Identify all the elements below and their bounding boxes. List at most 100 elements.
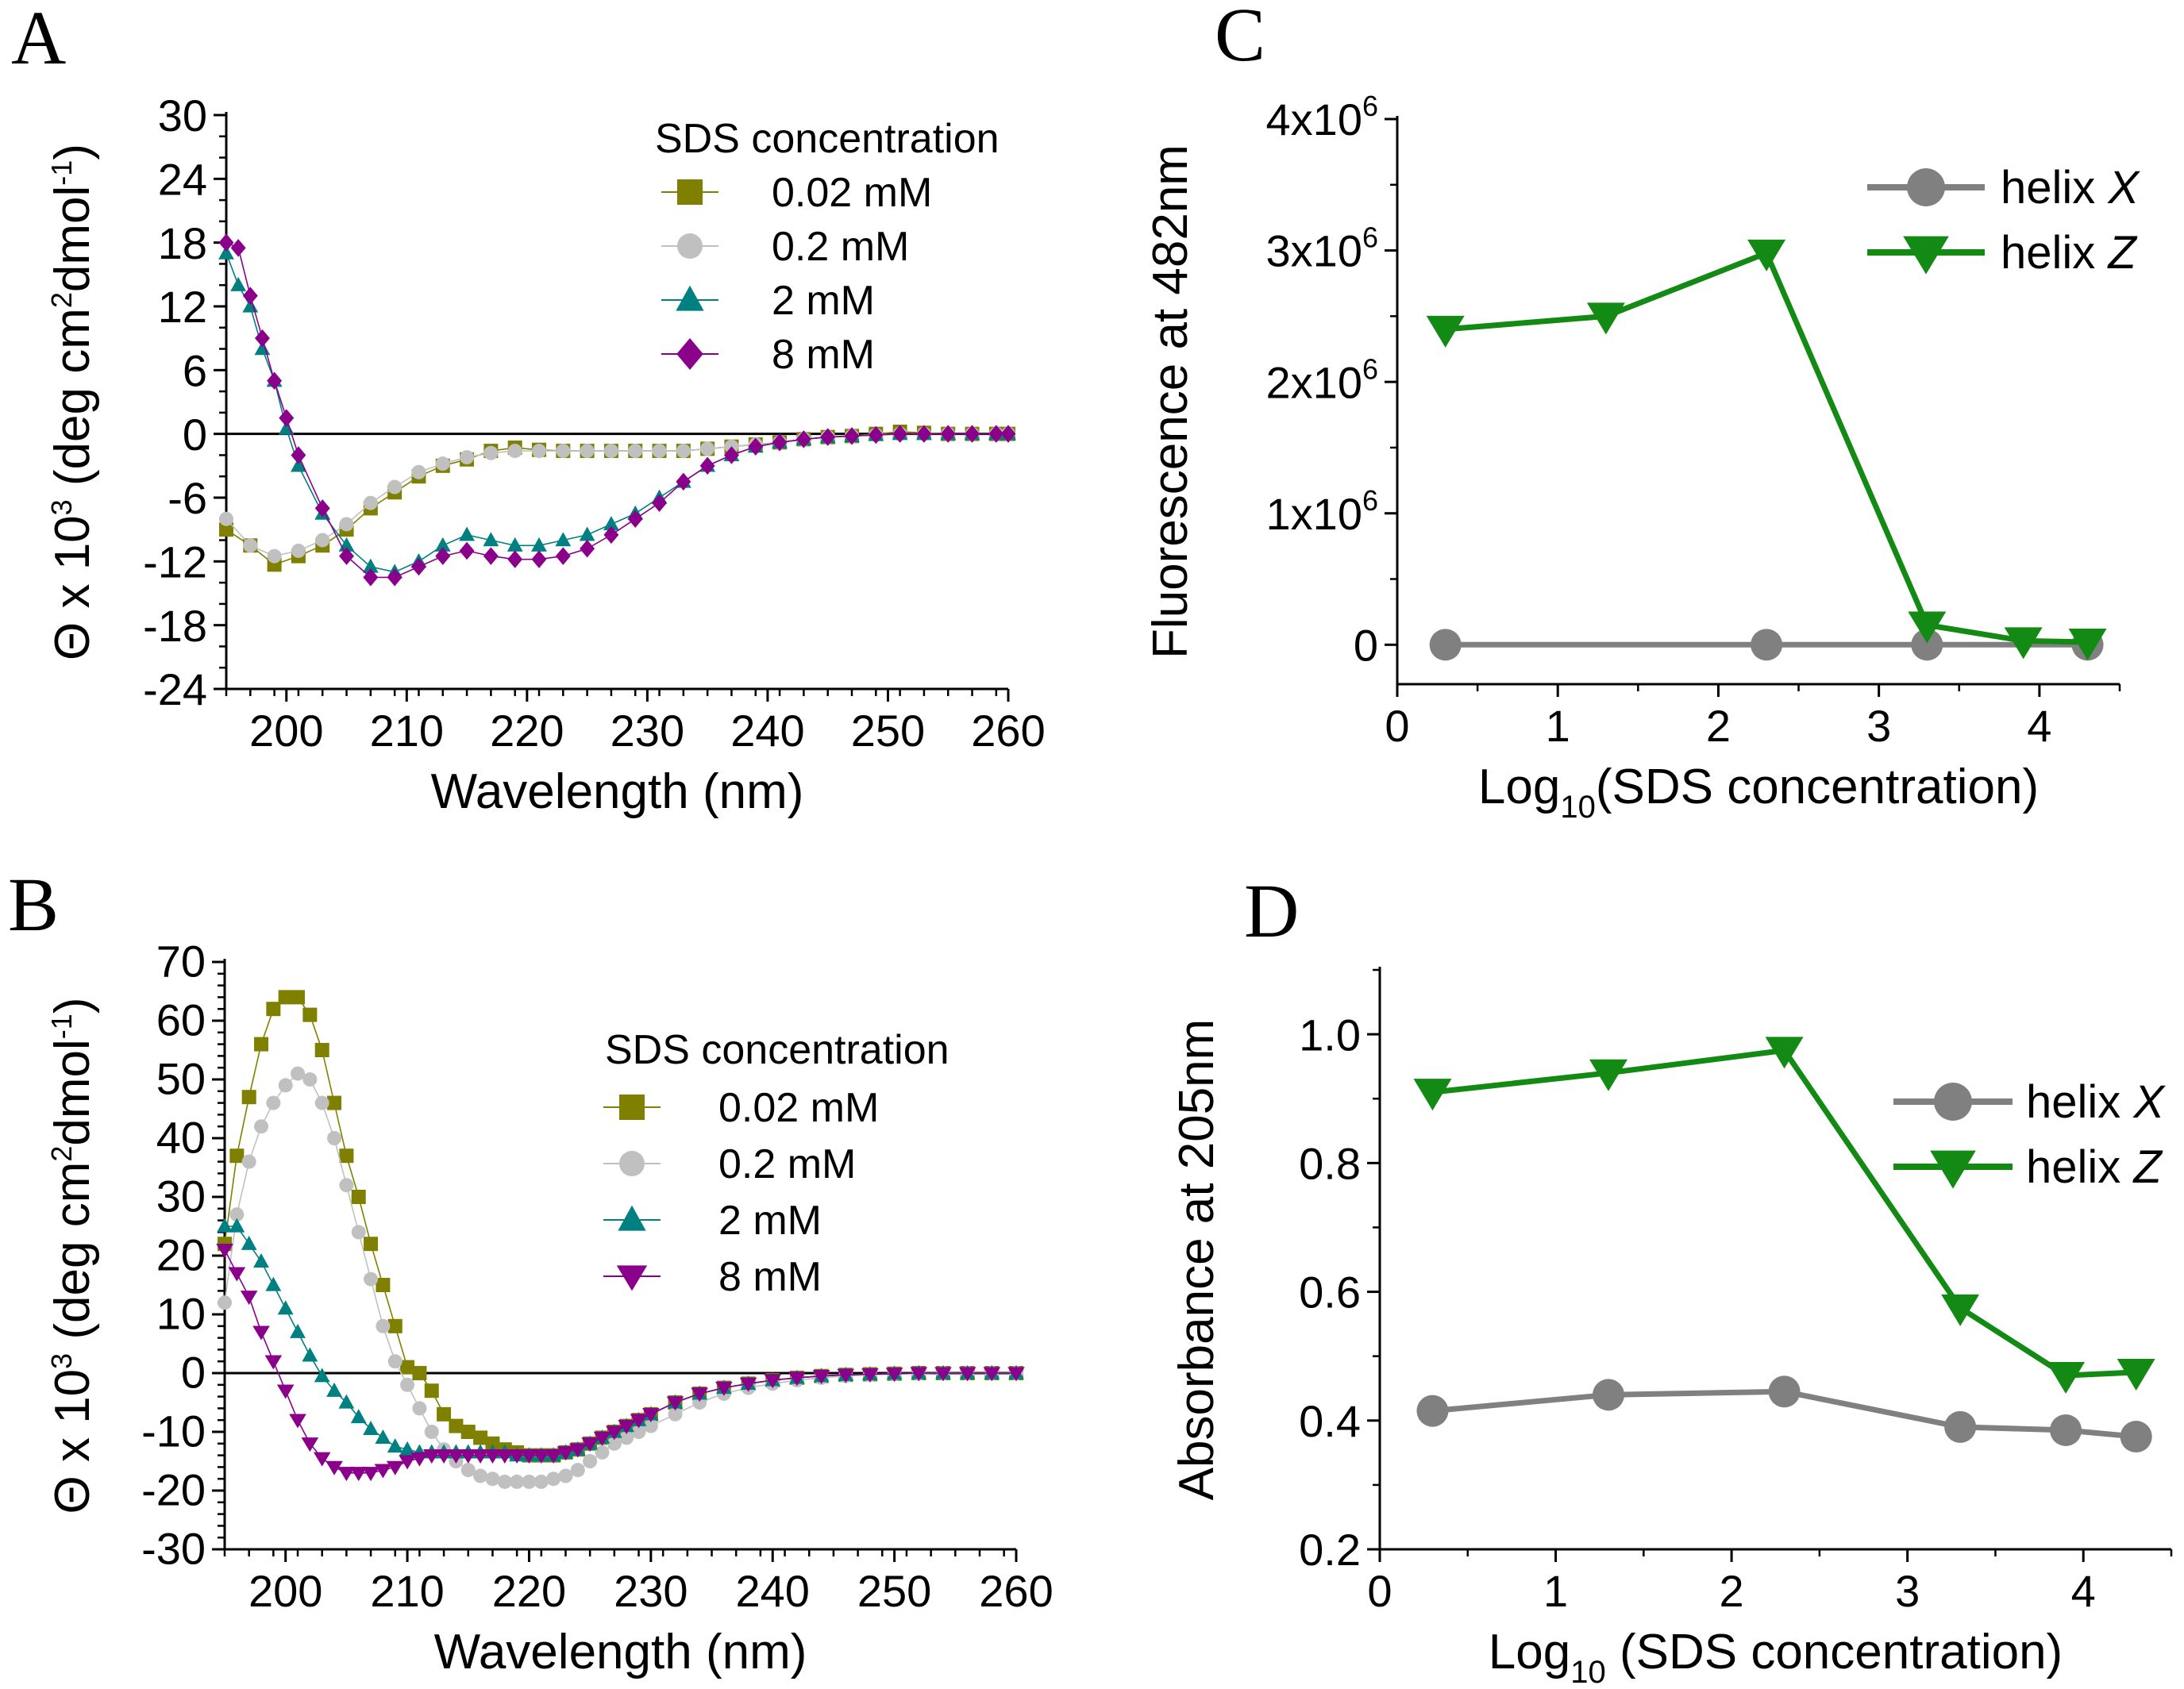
x-tick-label: 2 (1706, 701, 1731, 751)
data-point (593, 1431, 611, 1446)
x-axis-title: Wavelength (nm) (434, 1625, 807, 1679)
y-tick-label: 1.0 (1299, 1010, 1361, 1060)
y-tick-label: 0.6 (1299, 1268, 1361, 1318)
series-3 (216, 1243, 1025, 1482)
data-point (520, 1449, 538, 1464)
data-point (351, 1190, 366, 1204)
x-tick-label: 240 (730, 706, 804, 756)
x-tick-label: 210 (370, 1566, 444, 1616)
x-tick-label: 4 (2071, 1566, 2096, 1616)
x-axis-title: Wavelength (nm) (431, 764, 804, 819)
data-point (219, 511, 233, 526)
data-point (435, 1449, 453, 1464)
x-tick-label: 2 (1720, 1566, 1744, 1616)
data-point (699, 456, 715, 475)
data-point (376, 1278, 391, 1292)
data-point (435, 547, 451, 565)
data-point (376, 1318, 391, 1333)
data-point (266, 1002, 281, 1017)
data-point (700, 441, 715, 456)
data-point (2050, 1414, 2082, 1446)
x-tick-label: 1 (1543, 1566, 1568, 1616)
data-point (1007, 1367, 1025, 1382)
data-point (267, 371, 283, 390)
legend-label: helix X (2001, 162, 2140, 214)
data-point (603, 516, 619, 531)
series-0 (1416, 1375, 2152, 1453)
data-point (532, 444, 546, 459)
legend-label: 0.2 mM (718, 1141, 856, 1187)
panel-letter: D (1244, 868, 1299, 953)
data-point (691, 1387, 708, 1402)
data-point (459, 526, 475, 541)
data-point (965, 425, 980, 443)
panel-a: A 200 210 220 230 240 250 260 -24 -18 -12 -6 0 6 12 18 2… (11, 0, 1046, 819)
data-point (715, 1381, 733, 1396)
data-point (555, 547, 571, 565)
data-point (242, 287, 258, 305)
data-point (314, 499, 330, 517)
data-point (229, 1207, 245, 1222)
data-point (2047, 1362, 2086, 1394)
data-point (255, 329, 270, 348)
data-point (325, 1460, 343, 1475)
data-point (386, 1460, 404, 1475)
data-point (627, 510, 643, 529)
legend-label: helix X (2026, 1076, 2166, 1128)
legend-marker (619, 1095, 645, 1120)
legend: SDS concentration 0.02 mM 0.2 mM 2 mM 8 mM (603, 1027, 949, 1300)
y-axis-title: Absorbance at 205nm (1169, 1019, 1224, 1501)
data-point (581, 1437, 599, 1452)
x-tick-label: 230 (614, 1566, 688, 1616)
legend-marker (1930, 1150, 1976, 1189)
data-point (364, 1237, 379, 1252)
data-point (326, 1382, 342, 1397)
data-point (940, 425, 956, 443)
y-tick-label: 0.2 (1299, 1525, 1361, 1575)
data-point (449, 1418, 464, 1433)
data-point (327, 1095, 342, 1110)
data-point (934, 1367, 952, 1382)
data-point (812, 1370, 830, 1385)
data-point (533, 1449, 550, 1464)
legend-marker (618, 1205, 646, 1231)
y-tick-label: 30 (156, 1172, 206, 1222)
x-tick-label: 210 (370, 706, 444, 756)
legend-title: SDS concentration (605, 1027, 949, 1073)
x-axis-title: Log10 (SDS concentration) (1489, 1625, 2063, 1689)
y-tick-label: 0 (181, 1348, 206, 1398)
data-point (1751, 629, 1783, 661)
data-point (460, 1463, 476, 1478)
data-point (291, 1066, 306, 1081)
data-point (861, 1368, 879, 1383)
x-tick-label: 0 (1367, 1566, 1392, 1616)
y-tick-label: 50 (156, 1054, 206, 1104)
data-point (580, 540, 595, 558)
data-point (983, 1367, 1001, 1382)
data-point (387, 1354, 403, 1369)
data-point (229, 1218, 245, 1233)
data-point (510, 1474, 525, 1489)
data-point (556, 444, 571, 459)
data-point (652, 494, 667, 512)
data-point (362, 1467, 379, 1482)
data-point (216, 1243, 233, 1258)
x-tick-label: 220 (490, 706, 564, 756)
y-tick-label: 0 (1354, 620, 1378, 670)
data-point (531, 550, 547, 568)
data-point (350, 1409, 367, 1424)
data-point (219, 522, 233, 537)
data-point (387, 1438, 403, 1453)
data-point (628, 444, 643, 459)
y-tick-label: 12 (158, 282, 207, 332)
data-point (411, 464, 426, 479)
y-tick-label: -6 (168, 473, 207, 523)
data-point (290, 1323, 306, 1338)
y-tick-label: 4x106 (1266, 90, 1378, 144)
data-point (739, 1377, 757, 1392)
x-tick-label: 220 (492, 1566, 566, 1616)
legend-marker (677, 233, 703, 259)
data-point (399, 1455, 416, 1470)
data-point (363, 495, 378, 510)
